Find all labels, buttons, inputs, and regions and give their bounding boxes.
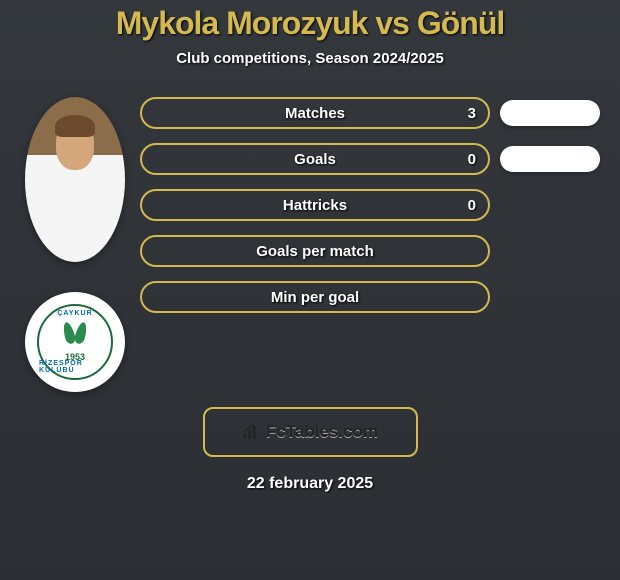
stat-label: Goals	[294, 151, 336, 168]
stat-pill-matches: Matches 3	[140, 97, 490, 129]
stat-value: 0	[468, 151, 476, 168]
stat-label: Min per goal	[271, 289, 359, 306]
stat-label: Goals per match	[256, 243, 374, 260]
club-name-bottom: RİZESPOR KULÜBÜ	[39, 360, 111, 374]
stat-value: 0	[468, 197, 476, 214]
opponent-stat-pill	[500, 100, 600, 126]
comparison-date: 22 february 2025	[247, 475, 373, 493]
stat-label: Hattricks	[283, 197, 347, 214]
stat-row: Goals 0	[140, 143, 600, 175]
club-leaves-icon	[60, 322, 90, 350]
club-name-top: ÇAYKUR	[57, 310, 92, 317]
stat-pill-goals-per-match: Goals per match	[140, 235, 490, 267]
stat-pill-hattricks: Hattricks 0	[140, 189, 490, 221]
stat-row: Goals per match	[140, 235, 600, 267]
stat-pill-min-per-goal: Min per goal	[140, 281, 490, 313]
player-column: ÇAYKUR 1953 RİZESPOR KULÜBÜ	[0, 97, 140, 392]
watermark-badge: FcTables.com	[203, 407, 418, 457]
watermark-text: FcTables.com	[266, 422, 378, 442]
chart-icon	[242, 423, 260, 441]
stat-row: Hattricks 0	[140, 189, 600, 221]
club-badge: ÇAYKUR 1953 RİZESPOR KULÜBÜ	[25, 292, 125, 392]
stat-row: Matches 3	[140, 97, 600, 129]
stat-pill-goals: Goals 0	[140, 143, 490, 175]
stat-value: 3	[468, 105, 476, 122]
stat-row: Min per goal	[140, 281, 600, 313]
comparison-subtitle: Club competitions, Season 2024/2025	[0, 50, 620, 67]
opponent-stat-pill	[500, 146, 600, 172]
stat-label: Matches	[285, 105, 345, 122]
comparison-title: Mykola Morozyuk vs Gönül	[0, 5, 620, 42]
stats-column: Matches 3 Goals 0 Hattricks 0	[140, 97, 620, 327]
player-photo	[25, 97, 125, 262]
